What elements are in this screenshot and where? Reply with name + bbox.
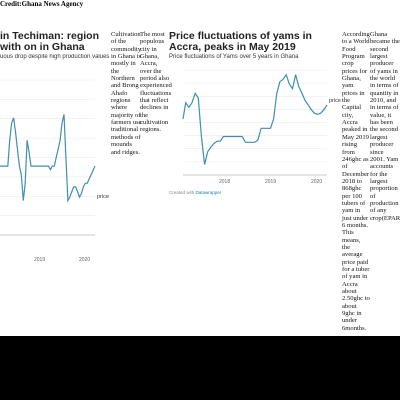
article-column-3: According to a World Food Program crop p… <box>342 31 370 332</box>
left-chart-x-tick-2019: 2019 <box>34 257 45 263</box>
right-chart-series-label: price <box>329 98 341 104</box>
black-band <box>0 336 400 400</box>
left-chart-series-label: price <box>97 194 109 200</box>
article-column-2: The most populous city in Ghana, Accra, … <box>140 31 172 134</box>
article-column-4: Ghana became the second largest producer… <box>370 31 400 222</box>
right-chart-x-tick-2020: 2020 <box>311 179 322 185</box>
datawrapper-link[interactable]: Datawrapper <box>195 190 222 195</box>
article-column-1: Cultivation of the commodity in Ghana is… <box>111 31 142 156</box>
left-chart-title: in Techiman: region with on in Ghana <box>0 30 99 53</box>
right-chart-series-line <box>182 73 328 165</box>
right-chart-x-tick-2018: 2018 <box>219 179 230 185</box>
chart-credit: Created with Datawrapper <box>169 190 221 195</box>
right-chart-subtitle: Price fluctuations of Yams over 5 years … <box>169 54 299 60</box>
chart-credit-prefix: Created with <box>169 190 196 195</box>
left-chart-x-tick-2020: 2020 <box>79 257 90 263</box>
right-chart-x-tick-2019: 2019 <box>265 179 276 185</box>
photo-credit: Credit:Ghana News Agency <box>0 0 84 8</box>
left-chart-series-line <box>0 114 96 203</box>
right-chart: price 2018 2019 2020 <box>182 69 341 185</box>
right-chart-title: Price fluctuations of yams in Accra, pea… <box>169 30 312 53</box>
left-chart: price 2019 2020 <box>0 79 109 263</box>
left-chart-subtitle: uous drop despite high production values <box>0 54 110 60</box>
